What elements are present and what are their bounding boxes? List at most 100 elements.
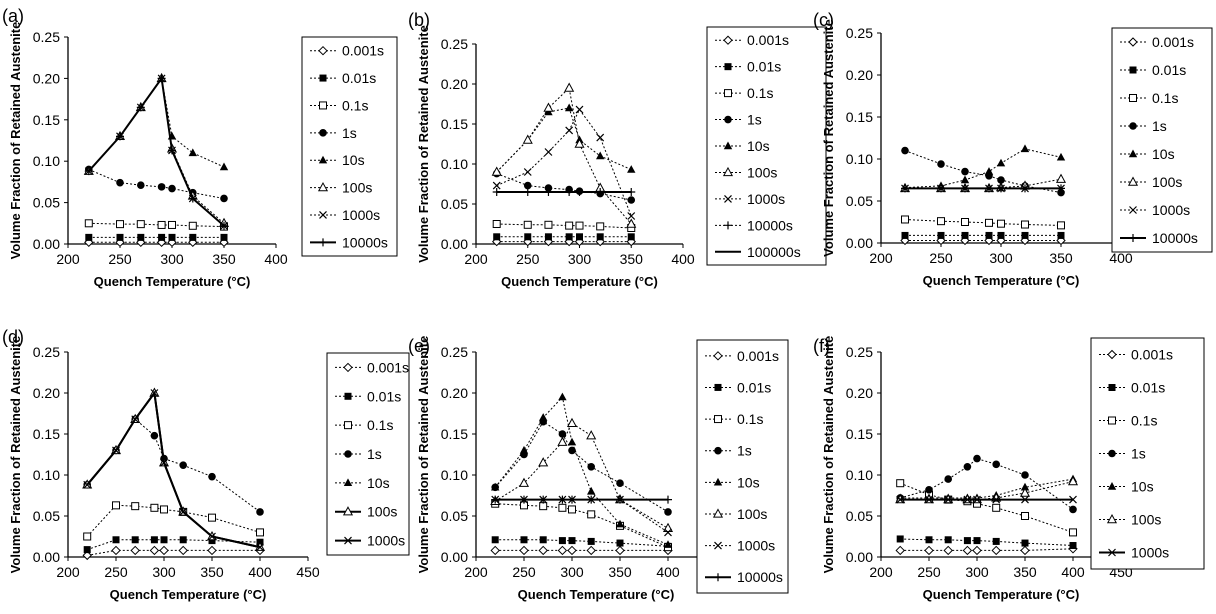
data-point	[985, 184, 993, 193]
data-point	[1069, 505, 1077, 514]
series	[896, 474, 1078, 502]
legend-marker	[724, 115, 732, 124]
data-point	[627, 212, 636, 220]
series	[82, 545, 265, 561]
legend-marker	[723, 141, 733, 150]
data-point	[1021, 184, 1029, 193]
x-axis-label: Quench Temperature (°C)	[501, 274, 658, 289]
data-point	[615, 545, 625, 556]
legend-label: 0.001s	[342, 43, 384, 59]
y-axis-label: Volume Fraction of Retained Austenite	[416, 25, 431, 263]
data-point	[558, 495, 567, 504]
series-line	[494, 420, 669, 513]
data-point	[159, 545, 169, 556]
data-point	[168, 184, 176, 193]
data-point	[220, 194, 228, 203]
series	[82, 387, 266, 551]
series	[895, 544, 1078, 556]
data-point	[518, 477, 530, 487]
series	[491, 536, 672, 550]
series	[83, 501, 264, 541]
legend-marker	[342, 506, 354, 516]
y-tick-label: 0.15	[846, 109, 873, 125]
y-tick-label: 0.00	[441, 236, 468, 252]
data-point	[596, 151, 605, 160]
y-tick-label: 0.05	[441, 508, 468, 524]
data-point	[973, 537, 981, 545]
data-point	[901, 231, 909, 239]
x-tick-label: 250	[917, 564, 941, 580]
legend-label: 0.001s	[367, 359, 409, 375]
x-tick-label: 350	[1049, 250, 1073, 266]
data-point	[168, 233, 176, 241]
legend-label: 100s	[367, 504, 397, 520]
data-point	[491, 495, 500, 504]
data-point	[565, 126, 574, 135]
panel-label: (b)	[408, 10, 430, 30]
data-point	[985, 218, 993, 227]
data-point	[1057, 184, 1065, 193]
series	[896, 495, 1077, 504]
x-tick-label: 350	[1013, 564, 1037, 580]
series-line	[86, 390, 261, 549]
y-tick-label: 0.10	[441, 467, 468, 483]
x-tick-label: 300	[989, 250, 1013, 266]
data-point	[575, 105, 584, 114]
series	[491, 417, 672, 516]
y-tick-label: 0.15	[846, 426, 873, 442]
legend-label: 1000s	[1131, 545, 1169, 561]
series	[490, 545, 673, 556]
legend-marker	[1129, 94, 1137, 102]
x-tick-label: 400	[264, 251, 288, 267]
series	[896, 479, 1077, 537]
legend-marker	[344, 536, 352, 545]
legend-marker	[1108, 384, 1116, 391]
y-tick-label: 0.05	[846, 508, 873, 524]
series	[492, 105, 636, 220]
series	[901, 231, 1065, 239]
data-point	[568, 446, 576, 455]
series	[896, 454, 1077, 514]
data-point	[523, 220, 532, 229]
series	[84, 219, 228, 231]
y-tick-label: 0.20	[846, 385, 873, 401]
legend-marker	[722, 166, 734, 177]
legend-label: 100s	[1131, 512, 1161, 528]
legend-marker	[712, 508, 724, 518]
data-point	[82, 550, 92, 561]
data-point	[189, 233, 197, 241]
data-point	[616, 479, 624, 488]
legend-label: 10000s	[737, 569, 783, 585]
data-point	[256, 508, 264, 516]
data-point	[997, 184, 1005, 193]
series-line	[86, 504, 261, 537]
legend-label: 10s	[342, 152, 365, 168]
data-point	[587, 495, 596, 504]
data-point	[566, 417, 578, 428]
data-point	[937, 217, 945, 226]
legend-marker	[714, 573, 722, 582]
data-point	[1067, 476, 1079, 486]
y-tick-label: 0.00	[846, 549, 873, 565]
series	[491, 495, 672, 504]
data-point	[925, 485, 933, 494]
data-point	[586, 545, 596, 556]
legend-marker	[713, 477, 723, 486]
series	[492, 220, 636, 232]
legend-label: 0.1s	[367, 417, 393, 433]
chart-panel: (a) 0.00 0.05 0.10 0.15 0.20 0.25 200 250 300 350 4…	[2, 6, 398, 289]
data-point	[574, 138, 585, 148]
data-point	[973, 495, 981, 504]
series-line	[496, 173, 632, 201]
data-point	[997, 231, 1005, 239]
y-tick-label: 0.10	[846, 467, 873, 483]
y-tick-label: 0.05	[33, 195, 60, 211]
data-point	[116, 220, 124, 229]
data-point	[112, 446, 120, 455]
y-tick-label: 0.00	[441, 549, 468, 565]
data-point	[896, 495, 905, 504]
data-point	[627, 196, 636, 204]
series-line	[494, 396, 669, 546]
data-point	[1021, 495, 1029, 504]
data-point	[188, 221, 197, 230]
